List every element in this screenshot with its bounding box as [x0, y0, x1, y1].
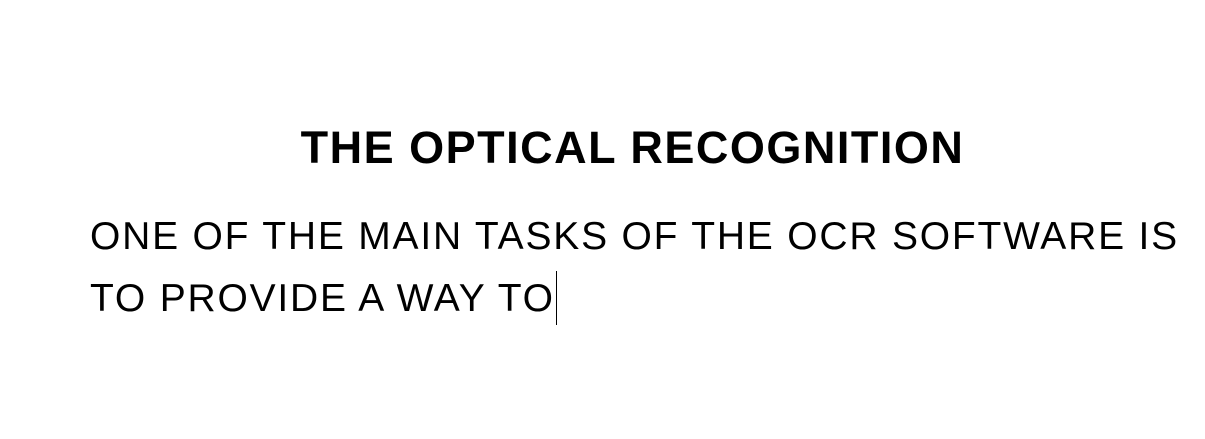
body-line-2-wrapper: TO PROVIDE A WAY TO	[90, 268, 1200, 330]
body-line-1: ONE OF THE MAIN TASKS OF THE OCR SOFTWAR…	[90, 215, 1179, 258]
text-cursor	[555, 271, 557, 325]
document-body[interactable]: ONE OF THE MAIN TASKS OF THE OCR SOFTWAR…	[90, 206, 1200, 330]
body-line-2: TO PROVIDE A WAY TO	[90, 277, 555, 320]
document-title: THE OPTICAL RECOGNITION	[300, 122, 965, 173]
